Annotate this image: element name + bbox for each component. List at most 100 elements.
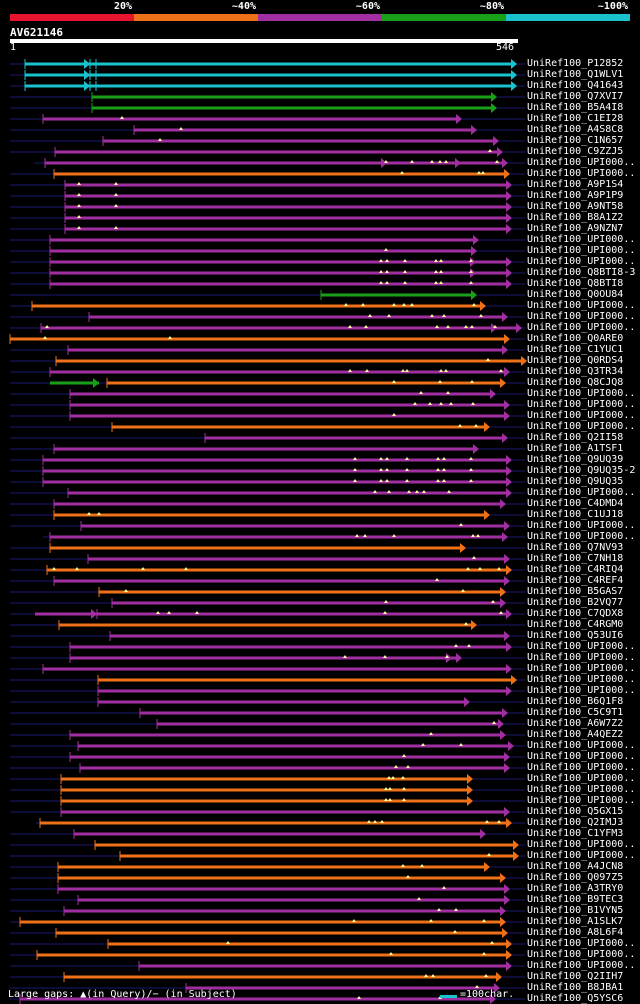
hit-label[interactable]: UniRef100_A8L6F4 [527, 927, 624, 938]
hit-label[interactable]: UniRef100_UPI000.. [527, 410, 636, 421]
hit-label[interactable]: UniRef100_UPI000.. [527, 322, 636, 333]
gap-marker [348, 369, 352, 372]
hit-label[interactable]: UniRef100_UPI000.. [527, 641, 636, 652]
hit-arrowhead [513, 851, 519, 861]
hit-label[interactable]: UniRef100_Q7XVI7 [527, 91, 624, 102]
hit-label[interactable]: UniRef100_UPI000.. [527, 487, 636, 498]
hit-label[interactable]: UniRef100_UPI000.. [527, 245, 636, 256]
hit-label[interactable]: UniRef100_A9NT58 [527, 201, 624, 212]
hit-label[interactable]: UniRef100_UPI000.. [527, 685, 636, 696]
hit-label[interactable]: UniRef100_C1UJ18 [527, 509, 624, 520]
hit-label[interactable]: UniRef100_UPI000.. [527, 311, 636, 322]
hit-label[interactable]: UniRef100_C1YFM3 [527, 828, 624, 839]
hit-arrowhead [500, 598, 506, 608]
hit-label[interactable]: UniRef100_Q7NV93 [527, 542, 624, 553]
hit-label[interactable]: UniRef100_B8A1Z2 [527, 212, 624, 223]
hit-label[interactable]: UniRef100_UPI000.. [527, 520, 636, 531]
hit-label[interactable]: UniRef100_UPI000.. [527, 652, 636, 663]
hit-label[interactable]: UniRef100_B1VYN5 [527, 905, 624, 916]
hit-label[interactable]: UniRef100_UPI000.. [527, 663, 636, 674]
hit-label[interactable]: UniRef100_B2VQ77 [527, 597, 624, 608]
hit-label[interactable]: UniRef100_UPI000.. [527, 850, 636, 861]
hit-label[interactable]: UniRef100_Q1WLV1 [527, 69, 624, 80]
hit-label[interactable]: UniRef100_Q8BTI8 [527, 278, 624, 289]
hit-label[interactable]: UniRef100_A4S8C8 [527, 124, 624, 135]
hit-label[interactable]: UniRef100_B8JBA1 [527, 982, 624, 993]
hit-label[interactable]: UniRef100_UPI000.. [527, 938, 636, 949]
hit-label[interactable]: UniRef100_Q8CJQ8 [527, 377, 624, 388]
hit-label[interactable]: UniRef100_C4RGM0 [527, 619, 624, 630]
hit-label[interactable]: UniRef100_UPI000.. [527, 531, 636, 542]
hit-label[interactable]: UniRef100_Q9UQ39 [527, 454, 624, 465]
hit-label[interactable]: UniRef100_Q5YSC6 [527, 993, 624, 1004]
hit-label[interactable]: UniRef100_A9NZN7 [527, 223, 624, 234]
hit-label[interactable]: UniRef100_C5C9T1 [527, 707, 624, 718]
hit-label[interactable]: UniRef100_UPI000.. [527, 795, 636, 806]
hit-label[interactable]: UniRef100_Q41643 [527, 80, 624, 91]
hit-label[interactable]: UniRef100_Q3TR34 [527, 366, 624, 377]
gap-marker [384, 798, 388, 801]
gap-marker [424, 974, 428, 977]
hit-label[interactable]: UniRef100_UPI000.. [527, 421, 636, 432]
hit-label[interactable]: UniRef100_Q9UQ35 [527, 476, 624, 487]
hit-label[interactable]: UniRef100_C9ZZJ5 [527, 146, 624, 157]
hit-label[interactable]: UniRef100_UPI000.. [527, 751, 636, 762]
hit-label[interactable]: UniRef100_A1TSF1 [527, 443, 624, 454]
hit-label[interactable]: UniRef100_A9P1S4 [527, 179, 624, 190]
hit-label[interactable]: UniRef100_Q0OU84 [527, 289, 624, 300]
hit-label[interactable]: UniRef100_UPI000.. [527, 674, 636, 685]
hit-label[interactable]: UniRef100_UPI000.. [527, 762, 636, 773]
hit-label[interactable]: UniRef100_UPI000.. [527, 839, 636, 850]
hit-label[interactable]: UniRef100_Q2IIH7 [527, 971, 624, 982]
hit-label[interactable]: UniRef100_B6Q1F8 [527, 696, 624, 707]
hit-label[interactable]: UniRef100_Q2II58 [527, 432, 624, 443]
hit-label[interactable]: UniRef100_UPI000.. [527, 388, 636, 399]
hit-label[interactable]: UniRef100_Q0ARE0 [527, 333, 624, 344]
hit-label[interactable]: UniRef100_C7NH18 [527, 553, 624, 564]
hit-label[interactable]: UniRef100_UPI000.. [527, 157, 636, 168]
hit-label[interactable]: UniRef100_UPI000.. [527, 784, 636, 795]
hit-label[interactable]: UniRef100_UPI000.. [527, 960, 636, 971]
hit-label[interactable]: UniRef100_B9TEC3 [527, 894, 624, 905]
hit-label[interactable]: UniRef100_C1EI28 [527, 113, 624, 124]
gap-marker [488, 149, 492, 152]
hit-label[interactable]: UniRef100_UPI000.. [527, 399, 636, 410]
hit-label[interactable]: UniRef100_A9P1P9 [527, 190, 624, 201]
hit-arrowhead [497, 147, 503, 157]
legend-segment [382, 14, 506, 21]
hit-label[interactable]: UniRef100_C4RIQ4 [527, 564, 624, 575]
gap-marker [428, 402, 432, 405]
hit-label[interactable]: UniRef100_UPI000.. [527, 949, 636, 960]
gap-marker [453, 930, 457, 933]
hit-label[interactable]: UniRef100_Q0RDS4 [527, 355, 624, 366]
hit-label[interactable]: UniRef100_UPI000.. [527, 234, 636, 245]
hit-label[interactable]: UniRef100_A6W7Z2 [527, 718, 624, 729]
hit-label[interactable]: UniRef100_UPI000.. [527, 740, 636, 751]
hit-label[interactable]: UniRef100_A3TRY0 [527, 883, 624, 894]
hit-label[interactable]: UniRef100_UPI000.. [527, 773, 636, 784]
hit-label[interactable]: UniRef100_Q2IMJ3 [527, 817, 624, 828]
hit-label[interactable]: UniRef100_Q5GX15 [527, 806, 624, 817]
hit-label[interactable]: UniRef100_Q53UI6 [527, 630, 624, 641]
hit-label[interactable]: UniRef100_A4JCN8 [527, 861, 624, 872]
hit-label[interactable]: UniRef100_C1N657 [527, 135, 624, 146]
hit-label[interactable]: UniRef100_A4QEZ2 [527, 729, 624, 740]
hit-label[interactable]: UniRef100_UPI000.. [527, 168, 636, 179]
hit-label[interactable]: UniRef100_P12852 [527, 58, 624, 69]
gap-marker [405, 369, 409, 372]
hit-label[interactable]: UniRef100_C1YUC1 [527, 344, 624, 355]
hit-label[interactable]: UniRef100_UPI000.. [527, 256, 636, 267]
hit-label[interactable]: UniRef100_C4REF4 [527, 575, 624, 586]
gap-marker [384, 600, 388, 603]
hit-label[interactable]: UniRef100_UPI000.. [527, 300, 636, 311]
hit-label[interactable]: UniRef100_Q097Z5 [527, 872, 624, 883]
hit-label[interactable]: UniRef100_Q9UQ35-2 [527, 465, 636, 476]
hit-label[interactable]: UniRef100_B5GAS7 [527, 586, 624, 597]
hit-label[interactable]: UniRef100_C7QDX8 [527, 608, 624, 619]
hit-label[interactable]: UniRef100_Q8BTI8-3 [527, 267, 636, 278]
hit-label[interactable]: UniRef100_A1SLK7 [527, 916, 624, 927]
hit-label[interactable]: UniRef100_B5A4I8 [527, 102, 624, 113]
gap-marker [497, 567, 501, 570]
hit-label[interactable]: UniRef100_C4DMD4 [527, 498, 624, 509]
gap-marker [401, 369, 405, 372]
